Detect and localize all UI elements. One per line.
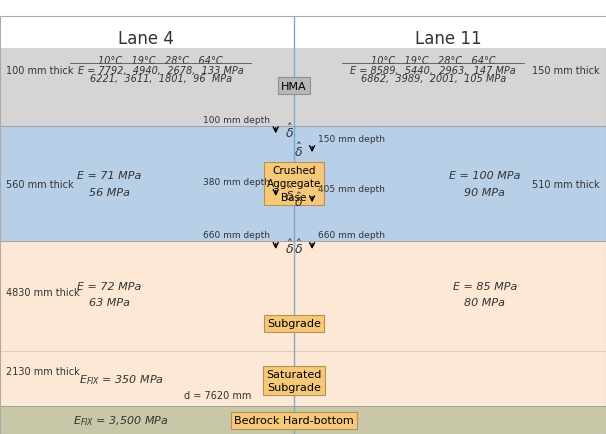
Text: 90 MPa: 90 MPa <box>464 187 505 197</box>
Text: 560 mm thick: 560 mm thick <box>6 179 74 189</box>
Text: HMA: HMA <box>281 82 307 92</box>
Text: 6221,  3611,  1801,  96  MPa: 6221, 3611, 1801, 96 MPa <box>90 74 231 84</box>
Text: 150 mm depth: 150 mm depth <box>318 134 385 143</box>
Text: 405 mm depth: 405 mm depth <box>318 184 385 193</box>
Bar <box>0 241 606 352</box>
Text: $E_{FIX}$ = 3,500 MPa: $E_{FIX}$ = 3,500 MPa <box>73 413 169 427</box>
Text: 510 mm thick: 510 mm thick <box>532 179 600 189</box>
Text: Saturated
Subgrade: Saturated Subgrade <box>266 369 322 392</box>
Text: $\hat{\delta}$: $\hat{\delta}$ <box>294 192 303 210</box>
Bar <box>0 407 606 434</box>
Text: 56 MPa: 56 MPa <box>88 187 130 197</box>
Text: d = 7620 mm: d = 7620 mm <box>184 390 252 400</box>
Text: $\hat{\delta}$: $\hat{\delta}$ <box>285 238 294 256</box>
Text: 2130 mm thick: 2130 mm thick <box>6 366 80 376</box>
Text: E = 72 MPa: E = 72 MPa <box>77 281 141 291</box>
Text: 80 MPa: 80 MPa <box>464 298 505 308</box>
Text: $E_{FIX}$ = 350 MPa: $E_{FIX}$ = 350 MPa <box>79 372 164 386</box>
Text: 4830 mm thick: 4830 mm thick <box>6 287 79 297</box>
Text: 6862,  3989,  2001,  105 MPa: 6862, 3989, 2001, 105 MPa <box>361 74 506 84</box>
Text: $\hat{\delta}$: $\hat{\delta}$ <box>294 141 303 160</box>
Text: 10°C   19°C   28°C   64°C: 10°C 19°C 28°C 64°C <box>98 56 223 66</box>
Text: E = 71 MPa: E = 71 MPa <box>77 171 141 181</box>
Text: E = 8589,  5440,  2963,  147 MPa: E = 8589, 5440, 2963, 147 MPa <box>350 66 516 76</box>
Text: $\hat{\delta}$: $\hat{\delta}$ <box>285 123 294 141</box>
Text: 100 mm thick: 100 mm thick <box>6 66 73 76</box>
Text: 380 mm depth: 380 mm depth <box>202 178 270 187</box>
Text: 660 mm depth: 660 mm depth <box>202 231 270 240</box>
Text: 100 mm depth: 100 mm depth <box>202 115 270 125</box>
Bar <box>0 49 606 127</box>
Text: Lane 11: Lane 11 <box>415 30 482 48</box>
Text: $\hat{\delta}$: $\hat{\delta}$ <box>285 185 294 204</box>
Text: 63 MPa: 63 MPa <box>88 298 130 308</box>
Bar <box>0 127 606 241</box>
Text: Lane 4: Lane 4 <box>118 30 173 48</box>
Text: E = 100 MPa: E = 100 MPa <box>449 171 521 181</box>
Text: 150 mm thick: 150 mm thick <box>532 66 600 76</box>
Text: $\hat{\delta}$: $\hat{\delta}$ <box>294 238 303 256</box>
Text: E = 7792,  4940,  2678,  133 MPa: E = 7792, 4940, 2678, 133 MPa <box>78 66 244 76</box>
Text: 660 mm depth: 660 mm depth <box>318 231 385 240</box>
Text: 10°C   19°C   28°C   64°C: 10°C 19°C 28°C 64°C <box>371 56 496 66</box>
Bar <box>0 352 606 407</box>
Text: E = 85 MPa: E = 85 MPa <box>453 281 517 291</box>
Text: Subgrade: Subgrade <box>267 319 321 329</box>
Text: Bedrock Hard-bottom: Bedrock Hard-bottom <box>234 415 354 425</box>
Text: Crushed
Aggregate
Base: Crushed Aggregate Base <box>267 166 321 202</box>
